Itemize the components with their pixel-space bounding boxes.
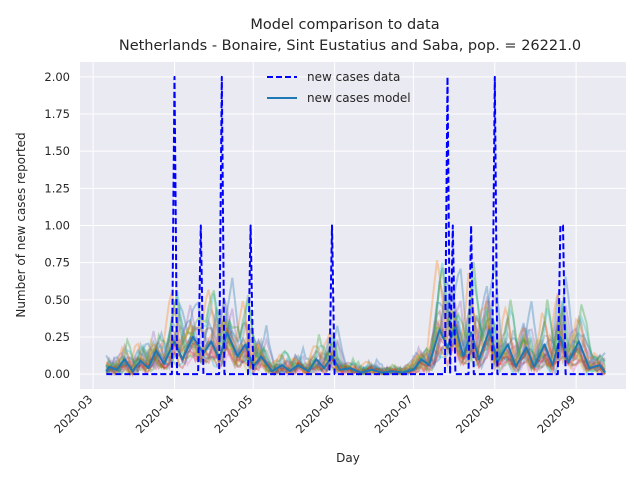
- x-tick-label: 2020-03: [51, 392, 95, 436]
- y-axis-label: Number of new cases reported: [14, 132, 28, 317]
- y-tick-label: 1.75: [44, 107, 70, 121]
- model-run-line: [105, 262, 606, 378]
- model-run-line: [106, 335, 606, 377]
- model-run-line: [105, 260, 606, 376]
- grid: [80, 62, 626, 389]
- model-series-line: [105, 325, 606, 374]
- model-run-line: [105, 328, 606, 377]
- x-axis-label: Day: [336, 451, 360, 465]
- y-tick-label: 0.25: [44, 330, 70, 344]
- y-tick-label: 1.25: [44, 181, 70, 195]
- y-tick-label: 1.50: [44, 144, 70, 158]
- y-tick-label: 0.00: [44, 367, 70, 381]
- model-run-line: [105, 320, 606, 377]
- y-axis-ticks: 0.00 0.25 0.50 0.75 1.00 1.25 1.50 1.75 2.00: [44, 70, 70, 381]
- model-run-line: [105, 323, 606, 376]
- chart-title: Model comparison to data: [250, 17, 439, 33]
- x-tick-label: 2020-04: [133, 392, 177, 436]
- legend: new cases data new cases model: [267, 70, 411, 105]
- legend-label-model: new cases model: [307, 91, 411, 105]
- series-lines: [105, 75, 606, 376]
- x-tick-label: 2020-06: [293, 392, 337, 436]
- y-tick-label: 0.75: [44, 256, 70, 270]
- model-run-line: [105, 326, 606, 377]
- model-run-line: [105, 308, 606, 376]
- x-tick-label: 2020-08: [453, 392, 497, 436]
- legend-label-data: new cases data: [307, 70, 400, 84]
- x-tick-label: 2020-09: [534, 392, 578, 436]
- model-run-line: [105, 333, 606, 378]
- x-tick-label: 2020-07: [372, 392, 416, 436]
- x-axis-ticks: 2020-03 2020-04 2020-05 2020-06 2020-07 2020-…: [51, 392, 578, 436]
- y-tick-label: 2.00: [44, 70, 70, 84]
- data-series-line: [106, 75, 603, 376]
- model-run-line: [105, 280, 606, 376]
- chart-subtitle: Netherlands - Bonaire, Sint Eustatius an…: [119, 38, 581, 54]
- y-tick-label: 0.50: [44, 293, 70, 307]
- y-tick-label: 1.00: [44, 219, 70, 233]
- model-run-line: [105, 306, 606, 378]
- model-run-line: [105, 289, 606, 377]
- x-tick-label: 2020-05: [211, 392, 255, 436]
